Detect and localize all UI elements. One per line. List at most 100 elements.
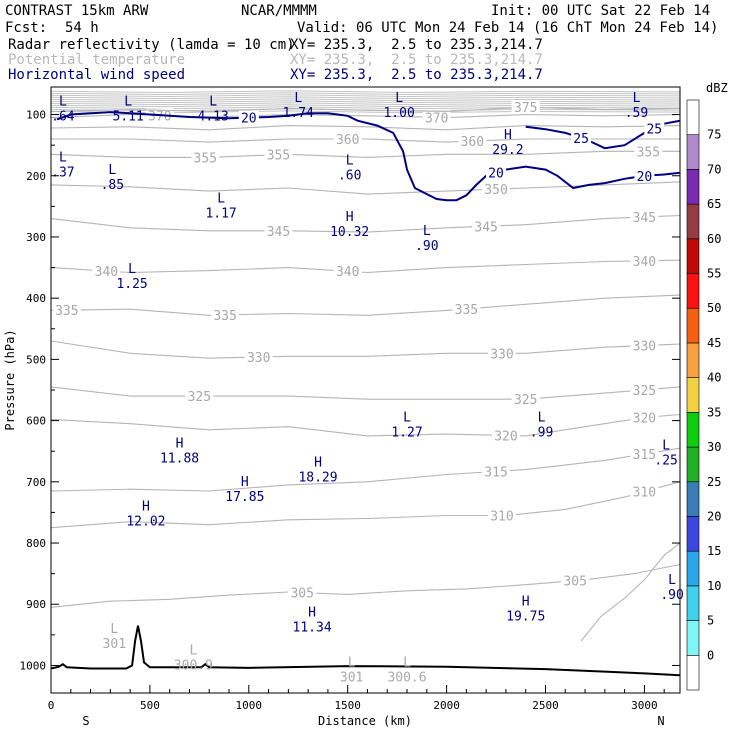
field-reflectivity: Radar reflectivity (lamda = 10 cm) bbox=[8, 37, 295, 53]
wind-label-25: 25 bbox=[646, 122, 662, 137]
colorbar-swatch bbox=[686, 585, 700, 621]
init-time: Init: 00 UTC Sat 22 Feb 14 bbox=[491, 3, 711, 19]
theta-label-bg bbox=[92, 264, 121, 278]
theta-contour-365 bbox=[51, 125, 680, 131]
forecast-label: Fcst: bbox=[5, 20, 48, 36]
theta-contour-350 bbox=[51, 181, 680, 195]
theta-label-bg bbox=[472, 219, 501, 233]
y-tick-label: 300 bbox=[26, 231, 46, 244]
theta-label-bg bbox=[630, 410, 659, 424]
wind-extremum-type: L bbox=[217, 192, 225, 207]
wind-extremum-type: H bbox=[522, 594, 530, 609]
wind-extremum-value: .25 bbox=[654, 453, 677, 468]
terrain-line bbox=[50, 625, 681, 677]
colorbar-level: 30 bbox=[707, 440, 721, 454]
theta-contours: 305 305 310 310 315 315 320 320 325 325 325 330 330 3… bbox=[51, 90, 680, 642]
colorbar-level: 70 bbox=[707, 162, 721, 176]
theta-label-bg bbox=[185, 389, 214, 403]
theta-label-340: 340 bbox=[336, 265, 359, 280]
wind-label-bg bbox=[634, 168, 655, 182]
colorbar-swatch bbox=[686, 377, 700, 413]
x-tick-label: 2500 bbox=[532, 699, 559, 712]
wind-extremum-type: L bbox=[346, 154, 354, 169]
theta-band-line bbox=[51, 100, 680, 104]
theta-label-320: 320 bbox=[633, 412, 656, 427]
wind-extremum-value: 17.85 bbox=[225, 490, 264, 505]
theta-label-325: 325 bbox=[633, 384, 656, 399]
theta-band-line bbox=[51, 106, 680, 110]
theta-label-bg bbox=[52, 303, 81, 317]
theta-label-bg bbox=[630, 253, 659, 267]
theta-label-bg bbox=[491, 428, 520, 442]
wind-extremum-type: H bbox=[314, 455, 322, 470]
x-tick-label: 3000 bbox=[631, 699, 658, 712]
theta-label-bg bbox=[333, 132, 362, 146]
wind-extremum-value: 1.25 bbox=[116, 277, 147, 292]
wind-label-bg bbox=[571, 130, 592, 144]
y-axis-title: Pressure (hPa) bbox=[3, 329, 17, 430]
wind-extremum-type: L bbox=[59, 151, 67, 166]
wind-extremum-type: L bbox=[59, 94, 67, 109]
wind-extremum-value: 12.02 bbox=[126, 514, 165, 529]
wind-extremum-value: .37 bbox=[51, 166, 74, 181]
theta-label-340: 340 bbox=[633, 255, 656, 270]
wind-extremum-value: .99 bbox=[530, 426, 553, 441]
theta-label-375: 375 bbox=[514, 101, 537, 116]
theta-label-325: 325 bbox=[188, 390, 211, 405]
colorbar-level: 10 bbox=[707, 579, 721, 593]
theta-label-335: 335 bbox=[455, 303, 478, 318]
theta-label-bg bbox=[482, 182, 511, 196]
field-wind-speed: Horizontal wind speed bbox=[8, 67, 186, 83]
theta-label-355: 355 bbox=[267, 149, 290, 164]
wind-extremum-type: L bbox=[403, 411, 411, 426]
plot-frame bbox=[50, 86, 681, 694]
wind-contour-20 bbox=[56, 111, 680, 202]
theta-band-line bbox=[51, 92, 680, 96]
theta-contour-325 bbox=[51, 386, 680, 400]
theta-label-370: 370 bbox=[425, 111, 448, 126]
theta-label-310: 310 bbox=[490, 509, 513, 524]
colorbar-unit: dBZ bbox=[706, 81, 728, 95]
wind-extremum-value: 19.75 bbox=[506, 609, 545, 624]
theta-label-bg bbox=[561, 573, 590, 587]
theta-label-345: 345 bbox=[267, 225, 290, 240]
wind-extremum-value: 18.29 bbox=[298, 470, 337, 485]
wind-extremum-value: 29.2 bbox=[492, 143, 523, 158]
colorbar-swatch bbox=[686, 481, 700, 517]
axes: 100 200 300 400 500 600 700 800 900 1000 0 500 1000 1… bbox=[20, 109, 680, 712]
theta-label-355: 355 bbox=[194, 151, 217, 166]
wind-extremum-value: 4.13 bbox=[198, 109, 229, 124]
theta-label-bg bbox=[630, 446, 659, 460]
theta-label-330: 330 bbox=[633, 340, 656, 355]
colorbar-level: 20 bbox=[707, 509, 721, 523]
theta-label-bg bbox=[482, 464, 511, 478]
theta-band-line bbox=[51, 104, 680, 108]
x-tick-label: 1500 bbox=[334, 699, 361, 712]
forecast-hours: 54 h bbox=[65, 20, 99, 36]
theta-band-line bbox=[51, 98, 680, 102]
y-tick-label: 1000 bbox=[20, 659, 47, 672]
theta-contour-300 bbox=[580, 542, 680, 642]
wind-extremum-value: .85 bbox=[101, 178, 124, 193]
theta-label-bg bbox=[264, 147, 293, 161]
wind-extremum-type: L bbox=[108, 163, 116, 178]
terrain-fill bbox=[51, 625, 680, 693]
theta-label-bg bbox=[487, 346, 516, 360]
theta-label-305: 305 bbox=[290, 587, 313, 602]
wind-label-20: 20 bbox=[488, 167, 504, 182]
colorbar-swatch bbox=[686, 203, 700, 240]
theta-label-bg bbox=[630, 209, 659, 223]
wind-extremum-type: L bbox=[395, 91, 403, 106]
y-tick-label: 500 bbox=[26, 353, 46, 366]
y-tick-label: 800 bbox=[26, 537, 46, 550]
theta-label-335: 335 bbox=[213, 309, 236, 324]
wind-extremum-type: L bbox=[209, 94, 217, 109]
theta-extremum-value: 301 bbox=[340, 671, 363, 686]
colorbar-swatch bbox=[686, 654, 700, 691]
theta-label-330: 330 bbox=[247, 351, 270, 366]
colorbar-swatch bbox=[686, 342, 700, 378]
colorbar-level: 50 bbox=[707, 301, 721, 315]
wind-extremum-type: L bbox=[662, 438, 670, 453]
wind-label-20: 20 bbox=[241, 112, 257, 127]
wind-extremum-type: L bbox=[633, 91, 641, 106]
